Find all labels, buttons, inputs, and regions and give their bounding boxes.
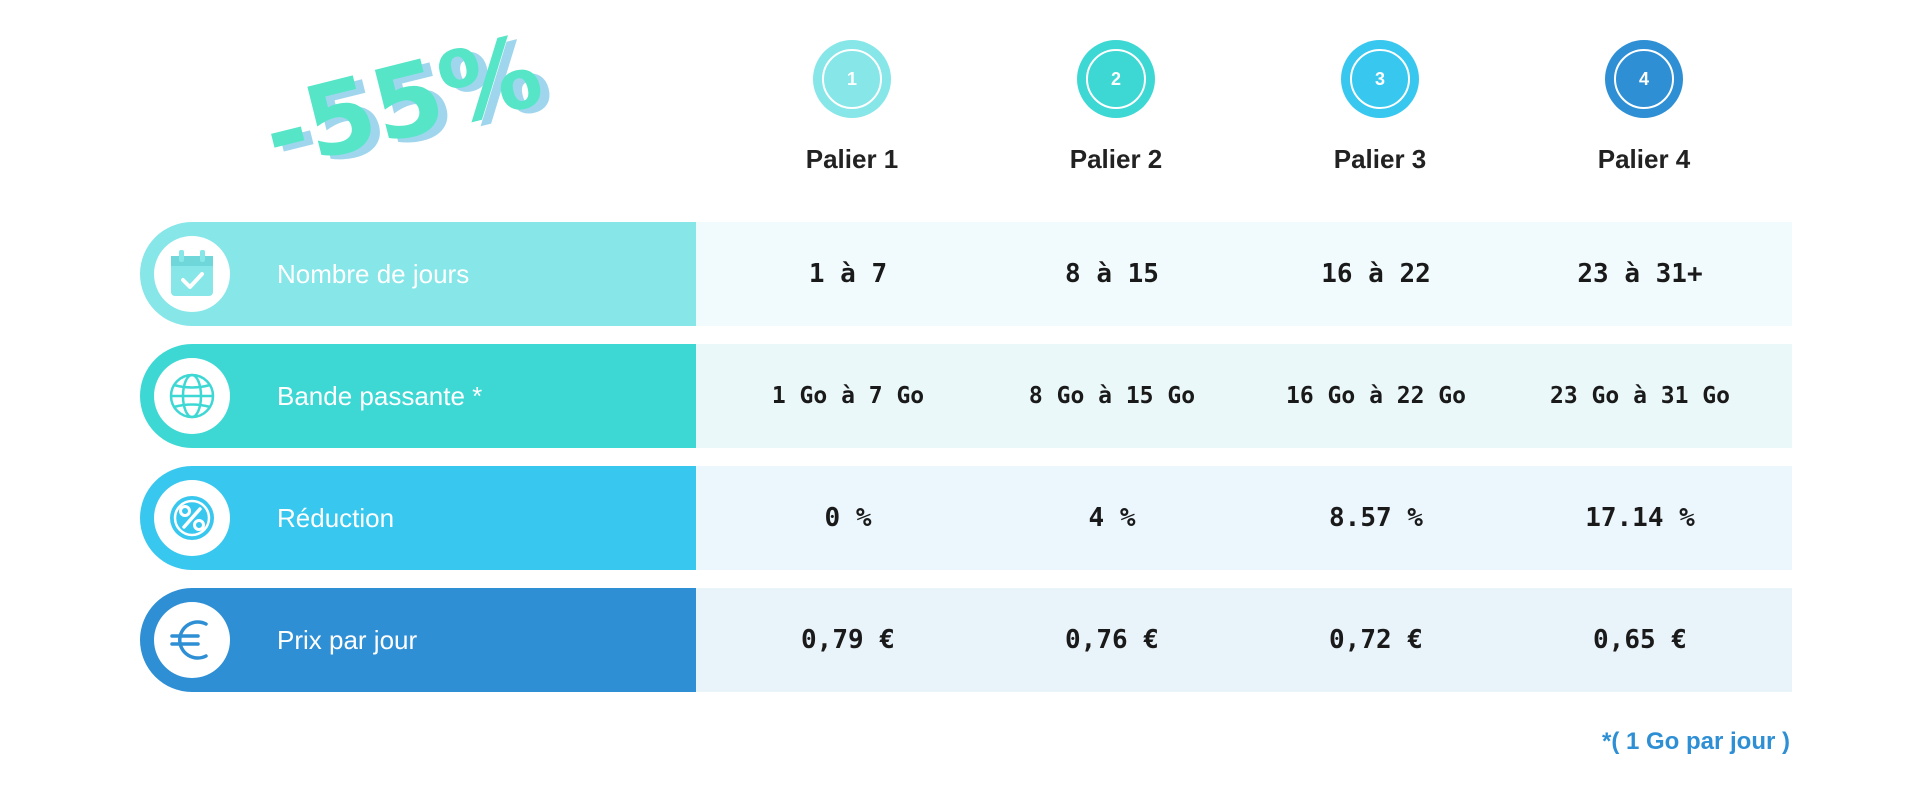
value-cell: 1 à 7 — [808, 259, 888, 289]
tier-label: Palier 1 — [805, 144, 899, 174]
tier-badge: 1 — [813, 40, 891, 118]
tier-header-4: 4 Palier 4 — [1544, 40, 1744, 175]
tier-number: 2 — [1086, 49, 1146, 109]
row-values: 0 % 4 % 8.57 % 17.14 % — [696, 466, 1792, 570]
footnote: *( 1 Go par jour ) — [1601, 728, 1790, 755]
tier-header-2: 2 Palier 2 — [1016, 40, 1216, 175]
tier-header-3: 3 Palier 3 — [1280, 40, 1480, 175]
value-cell: 0,72 € — [1329, 625, 1423, 655]
value-cell: 0,76 € — [1065, 625, 1159, 655]
row-discount: Réduction 0 % 4 % 8.57 % 17.14 % — [140, 466, 1792, 570]
value-cell: 16 Go à 22 Go — [1285, 383, 1466, 409]
row-label: Réduction — [277, 503, 395, 533]
value-cell: 0,65 € — [1593, 625, 1687, 655]
tier-label: Palier 3 — [1333, 144, 1427, 174]
percent-icon — [154, 480, 230, 556]
value-cell: 23 Go à 31 Go — [1549, 383, 1730, 409]
tier-number: 1 — [822, 49, 882, 109]
value-cell: 17.14 % — [1585, 503, 1695, 533]
value-cell: 1 Go à 7 Go — [771, 383, 925, 409]
globe-icon — [154, 358, 230, 434]
row-label: Nombre de jours — [277, 259, 470, 289]
tier-badge: 2 — [1077, 40, 1155, 118]
row-label-block: Nombre de jours — [140, 222, 696, 326]
row-label: Prix par jour — [277, 625, 418, 655]
tier-badge: 3 — [1341, 40, 1419, 118]
row-values: 1 Go à 7 Go 8 Go à 15 Go 16 Go à 22 Go 2… — [696, 344, 1792, 448]
discount-text: -55% — [252, 12, 553, 180]
value-cell: 4 % — [1088, 503, 1136, 533]
row-bandwidth: Bande passante * 1 Go à 7 Go 8 Go à 15 G… — [140, 344, 1792, 448]
row-label-block: Bande passante * — [140, 344, 696, 448]
value-cell: 16 à 22 — [1321, 259, 1431, 289]
value-cell: 8.57 % — [1329, 503, 1423, 533]
row-values: 1 à 7 8 à 15 16 à 22 23 à 31+ — [696, 222, 1792, 326]
value-cell: 8 à 15 — [1065, 259, 1159, 289]
value-cell: 23 à 31+ — [1577, 259, 1703, 289]
row-label-block: Prix par jour — [140, 588, 696, 692]
tier-label: Palier 4 — [1597, 144, 1691, 174]
row-values: 0,79 € 0,76 € 0,72 € 0,65 € — [696, 588, 1792, 692]
row-label: Bande passante * — [277, 381, 483, 411]
value-cell: 0 % — [824, 503, 872, 533]
calendar-check-icon — [154, 236, 230, 312]
tier-label: Palier 2 — [1069, 144, 1163, 174]
row-label-block: Réduction — [140, 466, 696, 570]
euro-icon — [154, 602, 230, 678]
tier-header-1: 1 Palier 1 — [752, 40, 952, 175]
value-cell: 0,79 € — [801, 625, 895, 655]
discount-promo: -55% -55% — [252, 12, 562, 180]
tier-number: 4 — [1614, 49, 1674, 109]
row-days: Nombre de jours 1 à 7 8 à 15 16 à 22 23 … — [140, 222, 1792, 326]
value-cell: 8 Go à 15 Go — [1028, 383, 1196, 409]
row-price: Prix par jour 0,79 € 0,76 € 0,72 € 0,65 … — [140, 588, 1792, 692]
tier-number: 3 — [1350, 49, 1410, 109]
tier-badge: 4 — [1605, 40, 1683, 118]
